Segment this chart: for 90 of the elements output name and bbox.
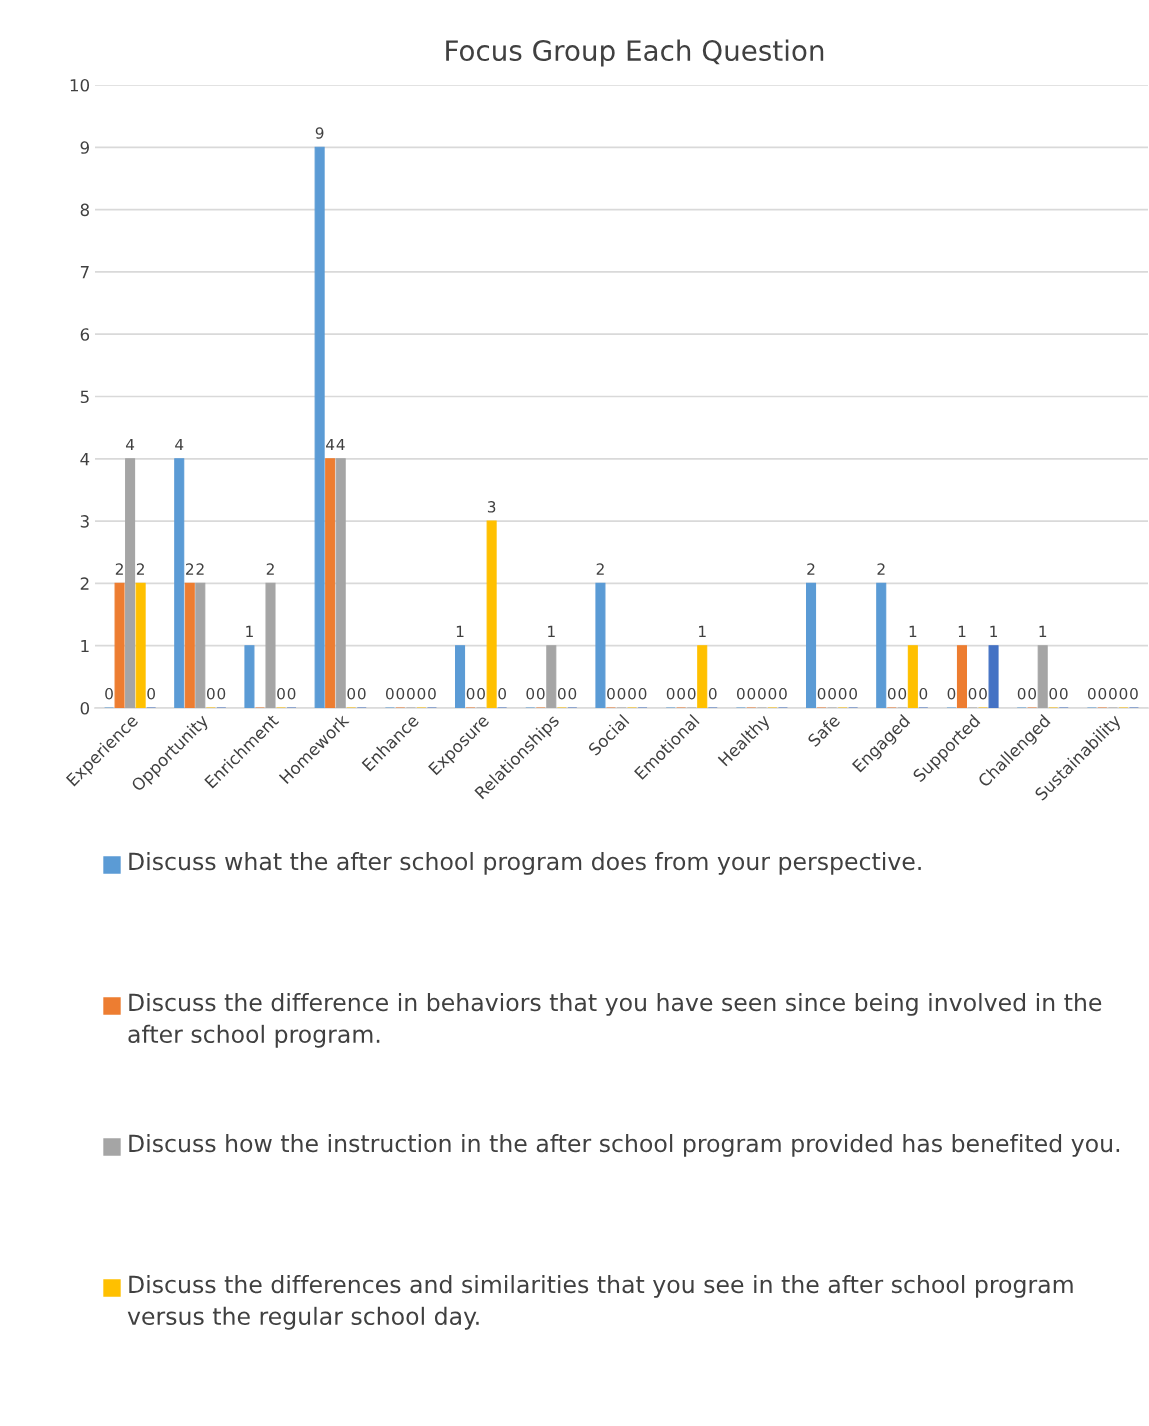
y-tick-label: 3 [80,515,89,528]
data-label: 0 [628,687,636,700]
data-label: 9 [315,127,324,139]
data-label: 0 [979,687,987,700]
y-tick-label: 7 [80,266,89,279]
legend-label: Discuss the difference in behaviors that you have seen since being involved in the after school program. [128,993,1102,1048]
data-label: 0 [147,687,156,700]
data-label: 0 [557,687,566,700]
data-label: 0 [1087,687,1096,700]
data-label: 1 [958,625,966,637]
data-label: 0 [536,687,545,700]
data-label: 1 [909,625,917,637]
data-label: 0 [758,687,766,700]
data-label: 0 [747,687,756,700]
data-label: 0 [105,687,113,700]
data-label: 0 [887,687,896,700]
data-label: 0 [919,687,928,700]
data-label: 0 [666,687,675,700]
y-tick-label: 4 [80,452,90,466]
data-label: 0 [708,687,717,700]
data-label: 0 [498,687,507,700]
data-label: 0 [477,687,485,700]
data-label: 0 [817,687,826,700]
data-label: 0 [1059,687,1068,700]
data-label: 0 [779,687,787,700]
y-tick-label: 10 [70,78,90,92]
data-label: 0 [947,687,956,700]
data-label: 0 [357,687,366,700]
chart-title: Focus Group Each Question [446,39,824,67]
data-label: 0 [287,687,296,700]
data-label: 0 [677,687,686,700]
data-label: 0 [1119,687,1128,700]
data-label: 2 [807,563,815,575]
data-label: 2 [196,563,204,575]
data-label: 1 [990,625,998,637]
data-label: 0 [687,687,696,700]
y-tick-label: 2 [80,577,89,590]
data-label: 2 [877,563,885,575]
data-label: 0 [828,687,836,700]
data-label: 0 [607,687,615,700]
data-label: 4 [175,438,184,451]
data-label: 0 [968,687,977,700]
data-label: 0 [768,687,777,700]
data-label: 2 [136,563,144,575]
data-label: 2 [186,563,194,575]
data-label: 0 [838,687,847,700]
data-label: 0 [347,687,356,700]
data-label: 0 [1109,687,1117,700]
data-label: 1 [246,625,253,637]
data-label: 0 [736,687,745,700]
data-label: 0 [385,687,394,700]
data-label: 0 [396,687,405,700]
data-label: 0 [277,687,285,700]
data-label: 1 [699,625,706,637]
data-label: 1 [548,625,555,637]
data-label: 0 [638,687,647,700]
data-label: 0 [526,687,535,700]
y-tick-label: 1 [81,639,89,653]
data-label: 4 [336,438,345,451]
y-tick-label: 8 [80,203,89,217]
data-label: 0 [206,687,215,700]
y-tick-label: 0 [80,701,90,715]
data-label: 0 [1017,687,1026,700]
data-label: 0 [617,687,626,700]
data-label: 3 [487,501,496,513]
data-label: 0 [417,687,426,700]
data-label: 0 [1130,687,1138,700]
data-label: 0 [568,687,577,700]
data-label: 0 [1049,687,1058,700]
legend-label: Discuss how the instruction in the after school program provided has benefited you. [129,1134,1120,1157]
data-label: 0 [1028,687,1037,700]
data-label: 4 [125,438,135,451]
data-label: 0 [849,687,858,700]
data-label: 0 [1098,687,1107,700]
data-label: 0 [217,687,226,700]
y-tick-label: 5 [80,390,89,404]
data-label: 0 [898,687,907,700]
y-tick-label: 9 [80,141,89,154]
data-label: 2 [266,563,274,575]
data-label: 4 [326,438,335,451]
data-label: 0 [428,687,436,700]
data-label: 1 [456,625,464,637]
data-label: 2 [115,563,123,575]
data-label: 0 [466,687,475,700]
y-tick-label: 6 [80,328,90,341]
data-label: 2 [596,563,604,575]
data-label: 1 [1039,625,1047,637]
data-label: 0 [407,687,415,700]
legend-label: Discuss what the after school program does from your perspective. [129,852,921,875]
legend-label: Discuss the differences and similarities that you see in the after school program versus the regular school day. [127,1275,1073,1330]
